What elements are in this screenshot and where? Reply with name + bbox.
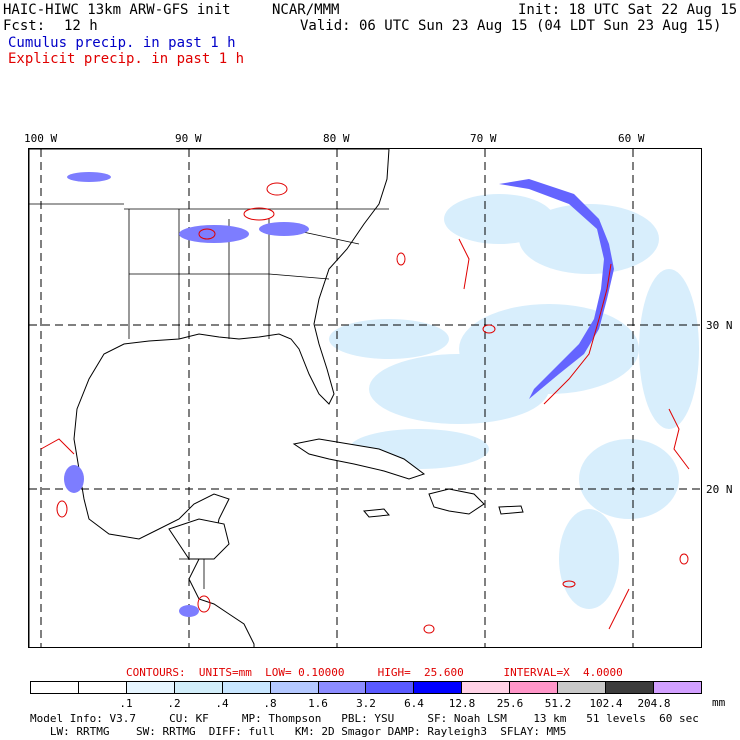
explicit-precip-legend: Explicit precip. in past 1 h — [8, 51, 245, 67]
colorbar-tick-label: .1 — [119, 697, 133, 710]
lon-label-60w: 60 W — [618, 132, 645, 145]
colorbar-tick-label: .4 — [215, 697, 229, 710]
colorbar-tick-label: 1.6 — [308, 697, 328, 710]
lat-label-20n: 20 N — [706, 483, 733, 496]
valid-time: Valid: 06 UTC Sun 23 Aug 15 (04 LDT Sun … — [300, 18, 722, 34]
colorbar-tick-label: 6.4 — [404, 697, 424, 710]
colorbar-swatch — [318, 682, 367, 693]
colorbar-tick-label: 25.6 — [496, 697, 524, 710]
colorbar-swatch — [510, 682, 559, 693]
forecast-label: Fcst: — [3, 18, 46, 34]
cumulus-heavy-areas — [64, 172, 614, 617]
state-borders — [29, 203, 389, 589]
colorbar-tick-label: 204.8 — [637, 697, 671, 710]
colorbar-swatch — [366, 682, 415, 693]
model-info-line1: Model Info: V3.7 CU: KF MP: Thompson PBL… — [30, 712, 699, 725]
colorbar-swatch — [31, 682, 79, 693]
colorbar-swatch — [126, 682, 175, 693]
colorbar-tick-label: .2 — [167, 697, 181, 710]
colorbar-units: mm — [712, 696, 726, 709]
colorbar-tick-label: 12.8 — [448, 697, 476, 710]
lon-label-80w: 80 W — [323, 132, 350, 145]
contours-info: CONTOURS: UNITS=mm LOW= 0.10000 HIGH= 25… — [126, 666, 623, 679]
colorbar-swatch — [78, 682, 127, 693]
colorbar-swatch — [270, 682, 319, 693]
lat-label-30n: 30 N — [706, 319, 733, 332]
colorbar-swatch — [558, 682, 607, 693]
colorbar-swatch — [462, 682, 511, 693]
colorbar-swatch — [414, 682, 463, 693]
colorbar-swatch — [222, 682, 271, 693]
coastlines — [29, 149, 524, 647]
lon-label-70w: 70 W — [470, 132, 497, 145]
colorbar-swatch — [606, 682, 654, 693]
lon-label-90w: 90 W — [175, 132, 202, 145]
precip-colorbar — [30, 681, 702, 694]
map-canvas — [29, 149, 701, 647]
cumulus-precip-legend: Cumulus precip. in past 1 h — [8, 35, 236, 51]
init-time: Init: 18 UTC Sat 22 Aug 15 — [518, 2, 738, 18]
colorbar-tick-label: 51.2 — [544, 697, 572, 710]
colorbar-swatch — [653, 682, 701, 693]
colorbar-tick-label: .8 — [263, 697, 277, 710]
forecast-hour: 12 h — [64, 18, 98, 34]
model-info-line2: LW: RRTMG SW: RRTMG DIFF: full KM: 2D Sm… — [30, 725, 567, 738]
org-label: NCAR/MMM — [272, 2, 340, 18]
precip-map — [28, 148, 702, 648]
model-title: HAIC-HIWC 13km ARW-GFS init — [3, 2, 231, 18]
colorbar-tick-label: 3.2 — [356, 697, 376, 710]
colorbar-tick-label: 102.4 — [589, 697, 623, 710]
lon-label-100w: 100 W — [24, 132, 58, 145]
explicit-precip-contours — [40, 182, 690, 634]
colorbar-swatch — [174, 682, 223, 693]
